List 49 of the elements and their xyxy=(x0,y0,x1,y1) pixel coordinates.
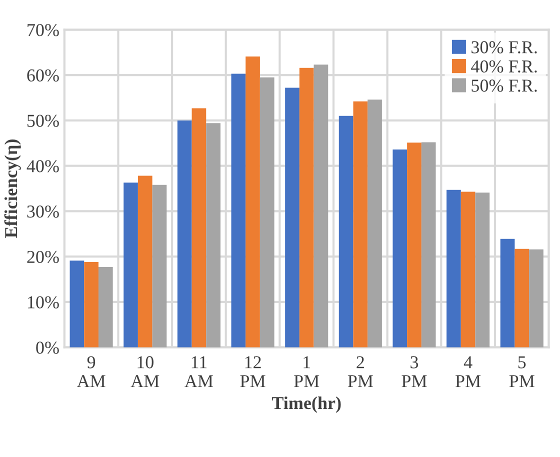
y-axis-title: Efficiency(η) xyxy=(4,140,21,238)
bar xyxy=(285,88,300,348)
bar xyxy=(299,68,314,348)
bar xyxy=(368,100,382,348)
x-tick-label: 10 AM xyxy=(130,356,160,388)
x-axis-title: Time(hr) xyxy=(272,396,341,413)
x-tick-label: 3 PM xyxy=(402,356,427,388)
legend-label: 50% F.R. xyxy=(472,80,537,92)
bar xyxy=(421,142,436,348)
x-tick-label: 4 PM xyxy=(456,356,481,388)
bar xyxy=(407,142,422,348)
bar xyxy=(314,64,328,348)
bar xyxy=(84,262,98,348)
bar xyxy=(392,149,408,348)
bar xyxy=(338,116,354,348)
legend-label: 30% F.R. xyxy=(472,41,537,54)
bar xyxy=(260,77,274,348)
bar xyxy=(529,249,544,348)
bar xyxy=(177,120,192,348)
y-tick-label: 70% xyxy=(28,24,59,36)
y-tick-label: 30% xyxy=(27,205,59,218)
bar xyxy=(475,192,490,348)
bar xyxy=(152,184,167,348)
bar xyxy=(514,248,530,348)
y-tick-label: 60% xyxy=(27,69,59,82)
x-tick-label: 2 PM xyxy=(348,356,373,388)
y-tick-label: 0% xyxy=(36,342,59,354)
bar xyxy=(124,182,138,348)
bar xyxy=(353,101,368,348)
y-tick-label: 20% xyxy=(27,250,59,264)
bar xyxy=(446,190,461,348)
bar xyxy=(98,267,113,348)
y-tick-label: 40% xyxy=(26,160,59,172)
bar xyxy=(246,56,260,348)
x-tick-label: 1 PM xyxy=(294,356,320,388)
bar xyxy=(231,74,246,348)
x-tick-label: 9 AM xyxy=(76,356,106,388)
y-tick-label: 50% xyxy=(27,114,59,127)
bar xyxy=(500,238,515,348)
legend-label: 40% F.R. xyxy=(471,60,537,73)
x-tick-label: 11 AM xyxy=(184,356,213,388)
bar xyxy=(192,108,206,348)
x-tick-label: 5 PM xyxy=(509,356,534,388)
x-tick-label: 12 PM xyxy=(240,356,266,388)
bar xyxy=(460,192,476,348)
bar xyxy=(70,260,84,348)
bar xyxy=(138,176,152,348)
y-tick-label: 10% xyxy=(28,296,59,308)
bar xyxy=(206,123,220,348)
